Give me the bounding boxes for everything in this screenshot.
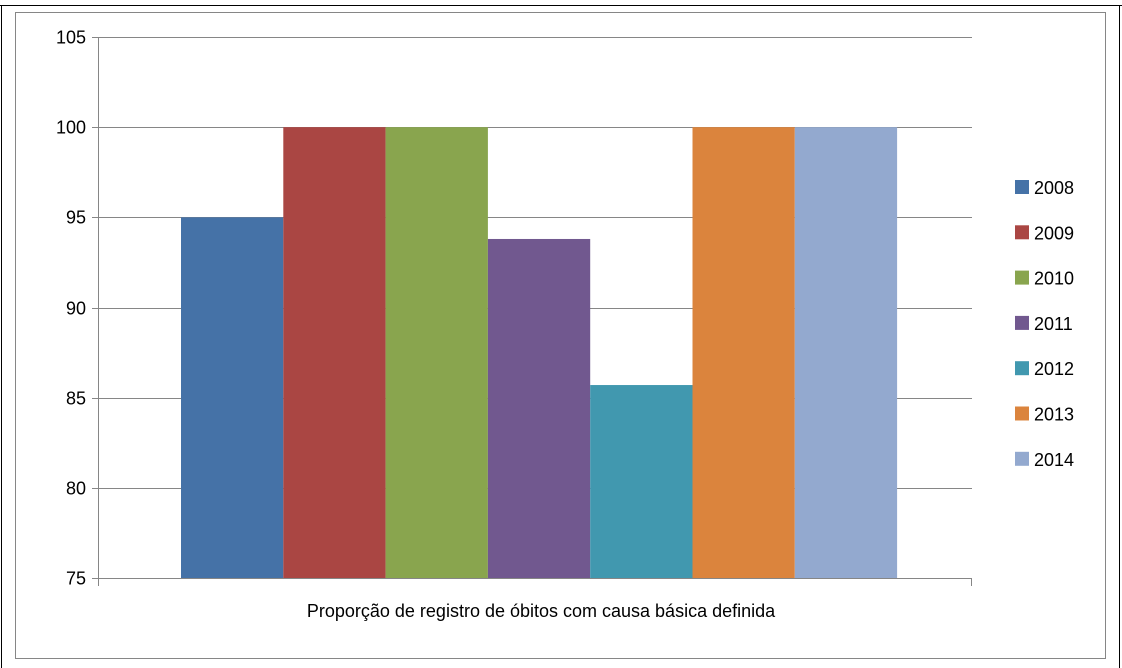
legend-label-2014: 2014 (1034, 450, 1074, 470)
page-border-left (1, 5, 2, 668)
legend-label-2009: 2009 (1034, 223, 1074, 243)
axes (98, 37, 972, 586)
legend-swatch-2012 (1015, 361, 1029, 376)
legend-swatch-2011 (1015, 315, 1029, 330)
legend-label-2008: 2008 (1034, 178, 1074, 198)
page-border-top (0, 5, 1122, 6)
y-tick-label: 100 (56, 118, 86, 138)
legend: 2008 2009 2010 2011 2012 2013 2014 (1015, 178, 1074, 470)
legend-label-2012: 2012 (1034, 359, 1074, 379)
legend-swatch-2013 (1015, 406, 1029, 421)
bar-2008 (181, 217, 284, 579)
legend-swatch-2014 (1015, 451, 1029, 466)
bar-2009 (283, 127, 386, 579)
bar-2014 (794, 127, 898, 579)
legend-swatch-2010 (1015, 270, 1029, 285)
y-tick-label: 85 (66, 389, 86, 409)
y-tick-label: 105 (56, 28, 86, 48)
bar-2013 (692, 127, 795, 579)
y-tick-labels: 75 80 85 90 95 100 105 (56, 28, 86, 589)
legend-swatch-2009 (1015, 225, 1029, 240)
y-tick-label: 75 (66, 569, 86, 589)
bar-2010 (385, 127, 488, 579)
legend-swatch-2008 (1015, 180, 1029, 194)
legend-label-2011: 2011 (1034, 314, 1073, 334)
legend-label-2013: 2013 (1034, 405, 1074, 425)
bar-2011 (487, 238, 591, 578)
x-axis-label: Proporção de registro de óbitos com caus… (307, 601, 776, 621)
legend-label-2010: 2010 (1034, 269, 1074, 289)
y-tick-label: 90 (66, 299, 86, 319)
bar-2012 (590, 385, 693, 578)
bars (181, 127, 898, 579)
page-border-right (1119, 5, 1120, 668)
y-tick-label: 80 (66, 479, 86, 499)
y-tick-label: 95 (66, 208, 86, 228)
